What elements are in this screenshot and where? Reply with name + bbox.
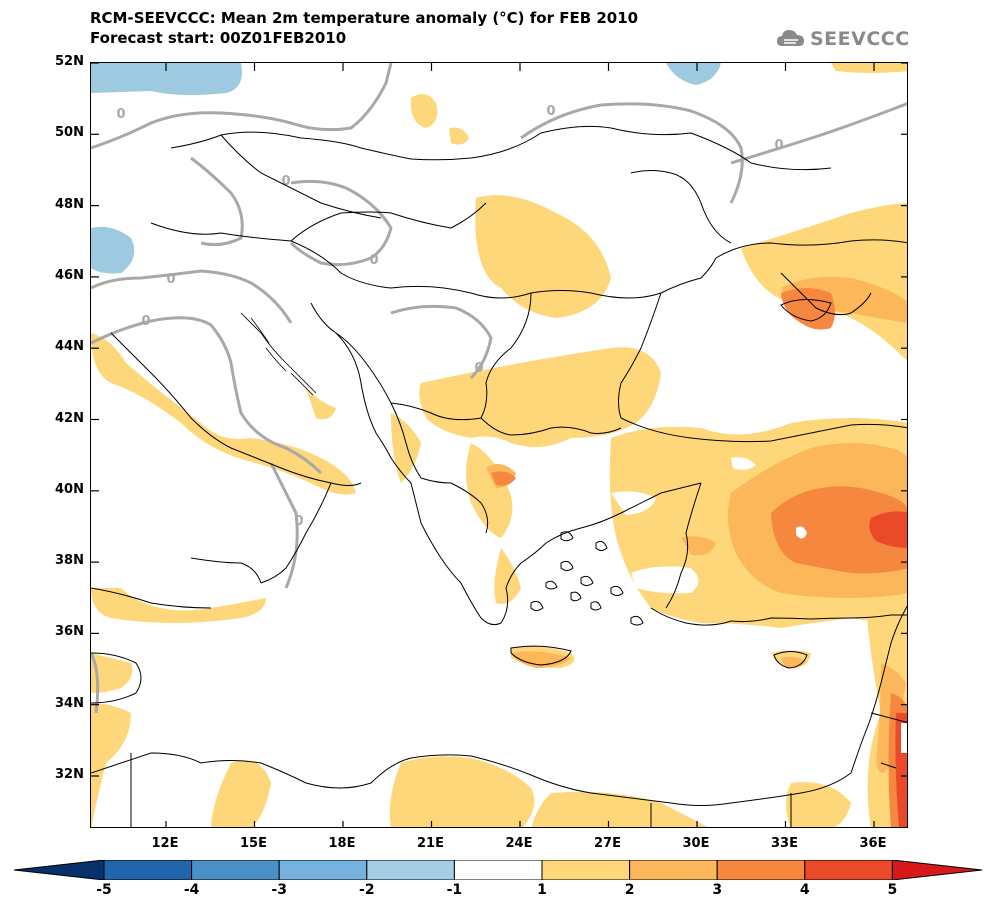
colorbar-label: 1 — [537, 882, 547, 898]
lat-label: 34N — [55, 695, 84, 711]
colorbar-label: 3 — [712, 882, 723, 898]
colorbar-label: -4 — [183, 882, 200, 898]
contour-label: 0 — [166, 272, 175, 287]
neg-anomaly-northwest — [91, 63, 242, 96]
contour-label: 0 — [116, 107, 125, 122]
colorbar-segment — [804, 860, 893, 880]
colorbar-segment — [278, 860, 368, 880]
lon-label: 12E — [151, 836, 179, 851]
lat-label: 46N — [55, 267, 84, 283]
lon-label: 24E — [505, 836, 533, 851]
colorbar-segment — [366, 860, 455, 880]
lon-label: 36E — [859, 836, 887, 851]
anomaly-map: 0 0 0 0 0 0 0 0 0 — [91, 63, 907, 827]
contour-label: 0 — [281, 174, 290, 189]
chart-subtitle: Forecast start: 00Z01FEB2010 — [90, 29, 347, 47]
colorbar-label: 2 — [624, 882, 635, 898]
contour-label: 0 — [141, 314, 150, 329]
lon-label: 18E — [328, 836, 356, 851]
lat-ticks — [91, 63, 907, 777]
lat-label: 52N — [55, 54, 84, 69]
colorbar-segment — [541, 860, 631, 880]
lon-label: 27E — [594, 836, 621, 851]
colorbar-label: -3 — [271, 882, 287, 898]
logo-text: SEEVCCC — [810, 28, 910, 50]
map-panel: 0 0 0 0 0 0 0 0 0 — [90, 62, 908, 828]
colorbar-segment — [716, 860, 806, 880]
chart-title: RCM-SEEVCCC: Mean 2m temperature anomaly… — [90, 9, 639, 27]
lon-label: 33E — [771, 836, 798, 851]
contour-label: 0 — [294, 514, 303, 529]
lat-label: 42N — [55, 410, 84, 426]
contour-label: 0 — [774, 138, 783, 153]
colorbar-label: -2 — [359, 882, 375, 898]
neg-anomaly-poland — [666, 63, 721, 85]
colorbar-segment — [103, 860, 193, 880]
lon-label: 21E — [417, 836, 444, 851]
zero-contours — [91, 63, 907, 714]
colorbar-high-arrow — [891, 860, 983, 880]
neg-anomaly-alps — [91, 226, 135, 274]
colorbar-label: -1 — [446, 882, 463, 898]
lat-label: 38N — [55, 553, 84, 569]
colorbar-low-arrow — [14, 860, 105, 880]
colorbar-label: 5 — [887, 882, 898, 898]
seevccc-logo: SEEVCCC — [776, 22, 910, 56]
colorbar-label: 4 — [799, 882, 810, 898]
lat-label: 50N — [55, 125, 84, 141]
lon-ticks — [165, 63, 875, 827]
colorbar-segment — [191, 860, 280, 880]
aegean-islands — [530, 531, 644, 626]
lat-label: 36N — [55, 624, 84, 640]
lon-label: 15E — [240, 836, 267, 851]
contour-label: 0 — [546, 104, 555, 119]
lat-label: 40N — [55, 481, 84, 497]
contour-label: 0 — [369, 253, 378, 268]
lat-label: 32N — [55, 767, 84, 782]
colorbar-segment — [629, 860, 718, 880]
colorbar-label: -5 — [96, 882, 112, 898]
lat-label: 48N — [55, 196, 84, 212]
cloud-logo-icon — [777, 30, 804, 46]
lat-label: 44N — [55, 339, 84, 355]
lon-label: 30E — [682, 836, 710, 851]
contour-label: 0 — [474, 361, 483, 376]
colorbar-segment — [453, 860, 543, 880]
coastlines-borders — [91, 125, 907, 827]
colorbar — [14, 860, 983, 880]
